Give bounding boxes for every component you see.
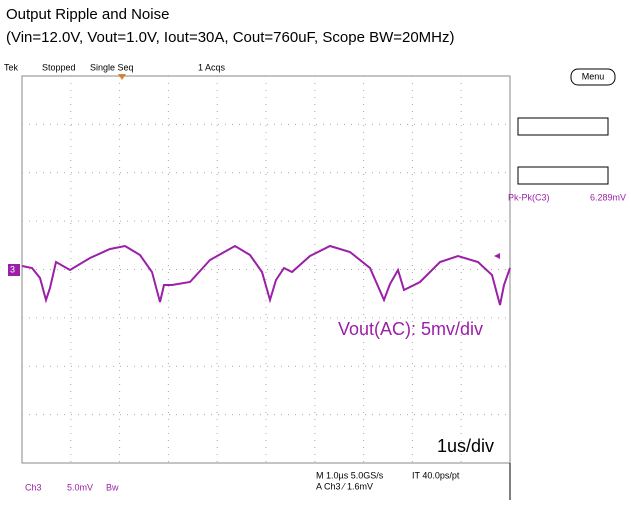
menu-box [517,166,609,185]
footer-bw: Bw [106,482,119,492]
footer-interval: IT 40.0ps/pt [412,470,460,480]
footer-channel: Ch3 [25,482,42,492]
waveform [21,244,511,306]
title: Output Ripple and Noise [6,6,169,23]
acqs: 1 Acqs [198,62,226,72]
mode: Single Seq [90,62,134,72]
channel-marker: 3 [10,264,15,274]
measure-value: 6.289mV [590,192,626,202]
graticule [21,75,511,464]
menu-box [517,117,609,136]
channel-marker-box [8,264,20,276]
footer-trigger: A Ch3 ⁄ 1.6mV [316,481,373,491]
vertical-annotation: Vout(AC): 5mv/div [338,319,483,339]
menu-button[interactable] [570,68,616,86]
subtitle: (Vin=12.0V, Vout=1.0V, Iout=30A, Cout=76… [6,29,455,46]
state: Stopped [42,62,76,72]
measure-label: Pk-Pk(C3) [508,192,550,202]
footer-timebase: M 1.0µs 5.0GS/s [316,470,384,480]
footer-scale: 5.0mV [67,482,93,492]
brand: Tek [4,62,19,72]
menu-label[interactable]: Menu [582,71,605,81]
horizontal-annotation: 1us/div [437,436,494,456]
level-marker [494,253,500,259]
